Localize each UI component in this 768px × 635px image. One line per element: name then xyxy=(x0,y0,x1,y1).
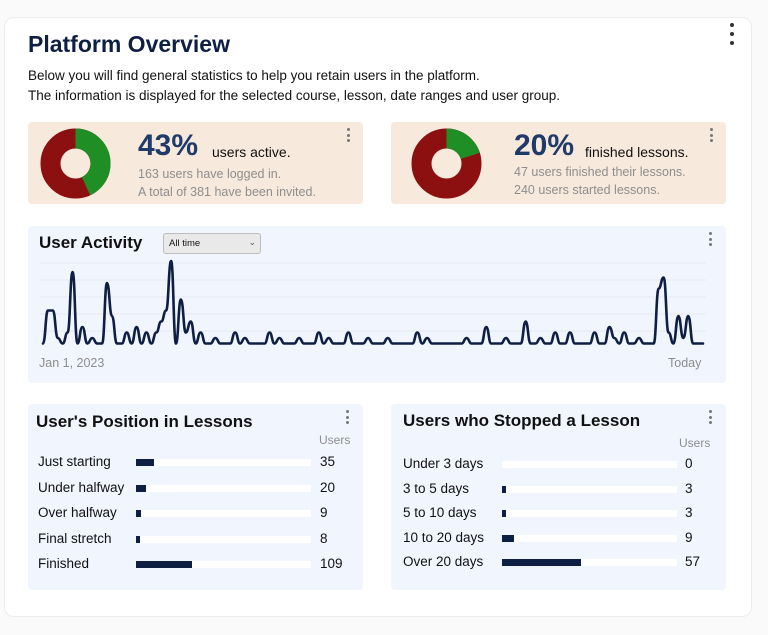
positions-panel xyxy=(28,404,363,590)
bar-row-label: Over 20 days xyxy=(403,554,484,569)
bar-track xyxy=(502,485,677,493)
bar-fill xyxy=(136,535,141,543)
bar-fill xyxy=(136,561,192,568)
page-title: Platform Overview xyxy=(28,31,230,57)
bar-row-value: 35 xyxy=(320,454,336,469)
bar-track xyxy=(136,459,311,466)
logged-in-text: 163 users have logged in. xyxy=(138,167,282,181)
positions-column-header: Users xyxy=(319,433,351,447)
date-range-value: All time xyxy=(169,238,201,249)
bar-row-label: Under halfway xyxy=(38,479,125,495)
bar-row-label: 5 to 10 days xyxy=(403,505,477,520)
bar-row-value: 9 xyxy=(320,505,328,520)
activity-series-line xyxy=(41,259,705,345)
bar-fill xyxy=(136,510,141,517)
active-users-donut xyxy=(40,128,111,199)
bar-row-value: 57 xyxy=(685,554,701,569)
bar-track xyxy=(136,510,311,517)
bar-track xyxy=(136,561,311,568)
bar-track xyxy=(136,484,311,492)
finished-count-text: 47 users finished their lessons. xyxy=(514,165,686,179)
bar-row-value: 9 xyxy=(685,529,693,545)
finished-lessons-card: 20% finished lessons. 47 users finished … xyxy=(391,122,726,204)
bar-row-value: 3 xyxy=(685,505,693,520)
bar-row-label: Over halfway xyxy=(38,505,117,520)
bar-fill xyxy=(502,510,507,517)
active-card-menu-icon[interactable] xyxy=(345,128,351,142)
bar-fill xyxy=(502,534,515,542)
bar-fill xyxy=(136,484,147,492)
intro-line-2: The information is displayed for the sel… xyxy=(28,88,561,103)
bar-row-value: 3 xyxy=(685,480,693,496)
active-percent: 43% xyxy=(138,129,199,162)
finished-percent: 20% xyxy=(514,129,575,162)
date-range-select[interactable]: All time ⌄ xyxy=(163,233,261,254)
finished-label: finished lessons. xyxy=(585,144,689,160)
invited-text: A total of 381 have been invited. xyxy=(138,185,316,199)
page-intro: Below you will find general statistics t… xyxy=(28,66,560,106)
user-activity-panel xyxy=(28,226,726,383)
active-label: users active. xyxy=(212,144,291,160)
active-users-card: 43% users active. 163 users have logged … xyxy=(28,122,363,204)
stopped-title: Users who Stopped a Lesson xyxy=(403,411,641,430)
page-menu-icon[interactable] xyxy=(728,23,736,45)
finished-card-menu-icon[interactable] xyxy=(708,128,714,142)
x-axis-start-label: Jan 1, 2023 xyxy=(39,356,105,370)
finished-subtext: 47 users finished their lessons. 240 use… xyxy=(514,163,686,199)
bar-track xyxy=(136,535,311,543)
bar-row-label: 3 to 5 days xyxy=(403,480,470,496)
bar-row-value: 20 xyxy=(320,479,336,495)
positions-title: User's Position in Lessons xyxy=(36,412,253,431)
bar-track xyxy=(502,510,677,517)
bar-fill xyxy=(502,485,507,493)
intro-line-1: Below you will find general statistics t… xyxy=(28,68,480,83)
started-count-text: 240 users started lessons. xyxy=(514,183,660,197)
bar-fill xyxy=(502,559,581,566)
bar-row-label: Just starting xyxy=(38,454,111,469)
finished-lessons-donut xyxy=(411,128,482,199)
stopped-column-header: Users xyxy=(679,436,711,450)
user-activity-title: User Activity xyxy=(39,233,143,252)
activity-menu-icon[interactable] xyxy=(707,232,713,246)
bar-track xyxy=(502,534,677,542)
bar-track xyxy=(502,559,677,566)
bar-row-value: 8 xyxy=(320,530,328,546)
bar-row-value: 109 xyxy=(320,556,343,571)
positions-menu-icon[interactable] xyxy=(344,410,350,424)
bar-track xyxy=(502,461,677,468)
activity-line-chart xyxy=(40,259,706,345)
bar-fill xyxy=(136,459,154,466)
bar-row-label: Finished xyxy=(38,556,90,571)
x-axis-end-label: Today xyxy=(668,356,702,370)
donut-active-slice xyxy=(40,128,111,199)
bar-row-label: Under 3 days xyxy=(403,456,484,471)
donut-finished-slice xyxy=(411,128,482,199)
chevron-down-icon: ⌄ xyxy=(248,237,256,247)
active-subtext: 163 users have logged in. A total of 381… xyxy=(138,165,316,201)
bar-row-value: 0 xyxy=(685,456,693,471)
bar-row-label: Final stretch xyxy=(38,530,112,546)
bar-row-label: 10 to 20 days xyxy=(403,529,485,545)
stopped-menu-icon[interactable] xyxy=(707,410,713,424)
